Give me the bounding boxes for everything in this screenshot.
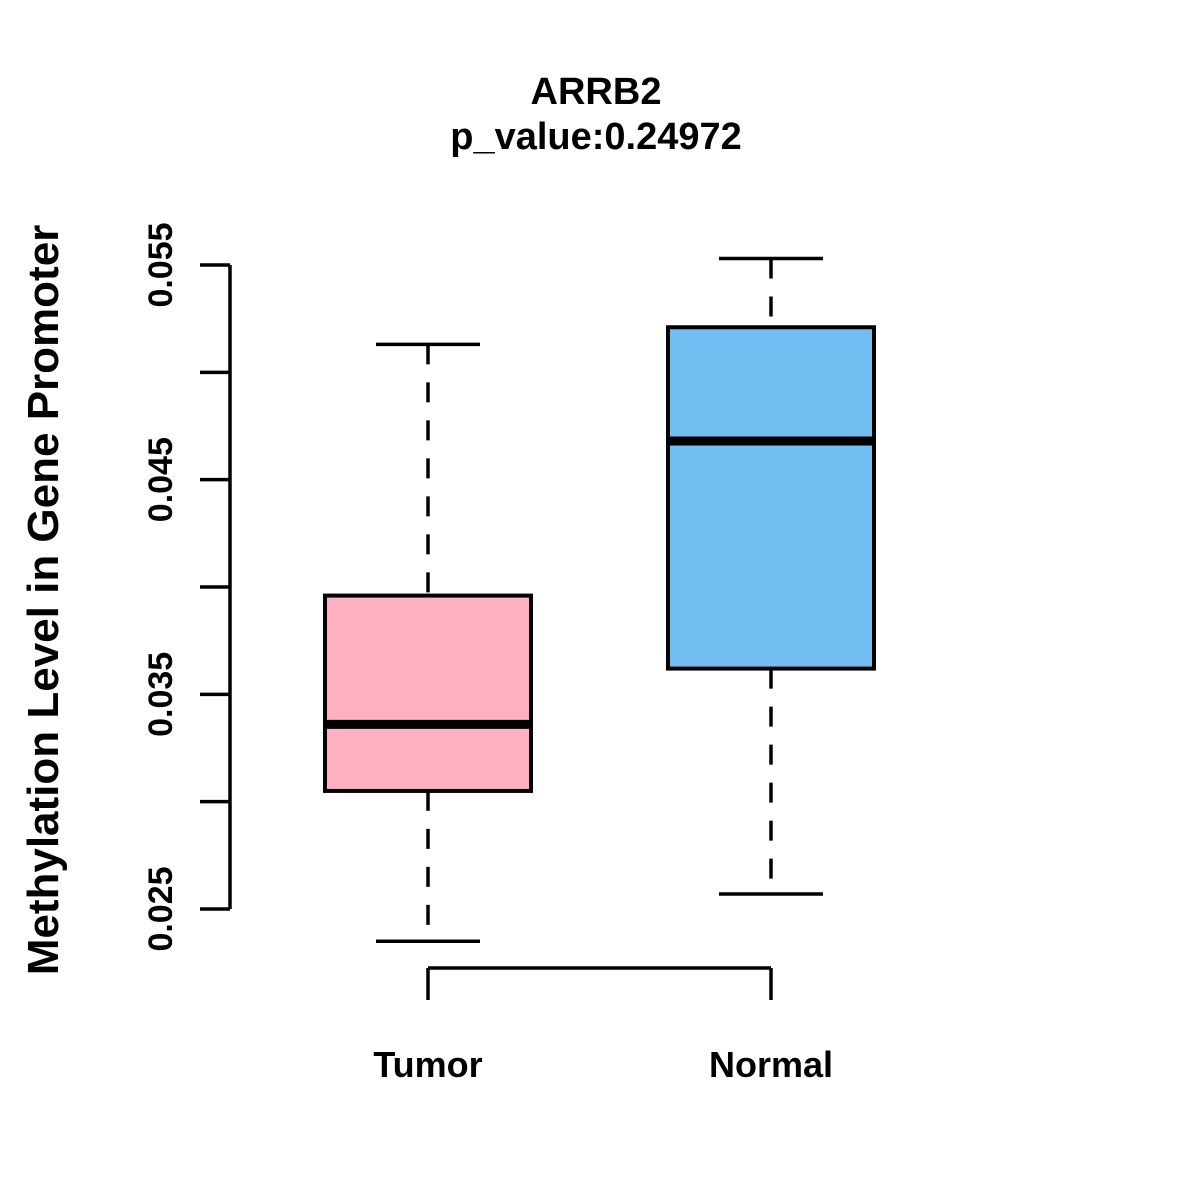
y-tick-label: 0.025 (142, 866, 180, 951)
x-category-label-normal: Normal (709, 1044, 833, 1085)
y-tick-label: 0.035 (142, 652, 180, 737)
box-tumor (323, 593, 533, 793)
chart-title-block: ARRB2 p_value:0.24972 (196, 70, 996, 160)
x-category-label-tumor: Tumor (373, 1044, 482, 1085)
y-tick-label: 0.045 (142, 437, 180, 522)
box-normal (666, 325, 876, 671)
chart-title: ARRB2 (530, 71, 662, 113)
chart-subtitle: p_value:0.24972 (450, 116, 742, 158)
y-tick-label: 0.055 (142, 222, 180, 307)
